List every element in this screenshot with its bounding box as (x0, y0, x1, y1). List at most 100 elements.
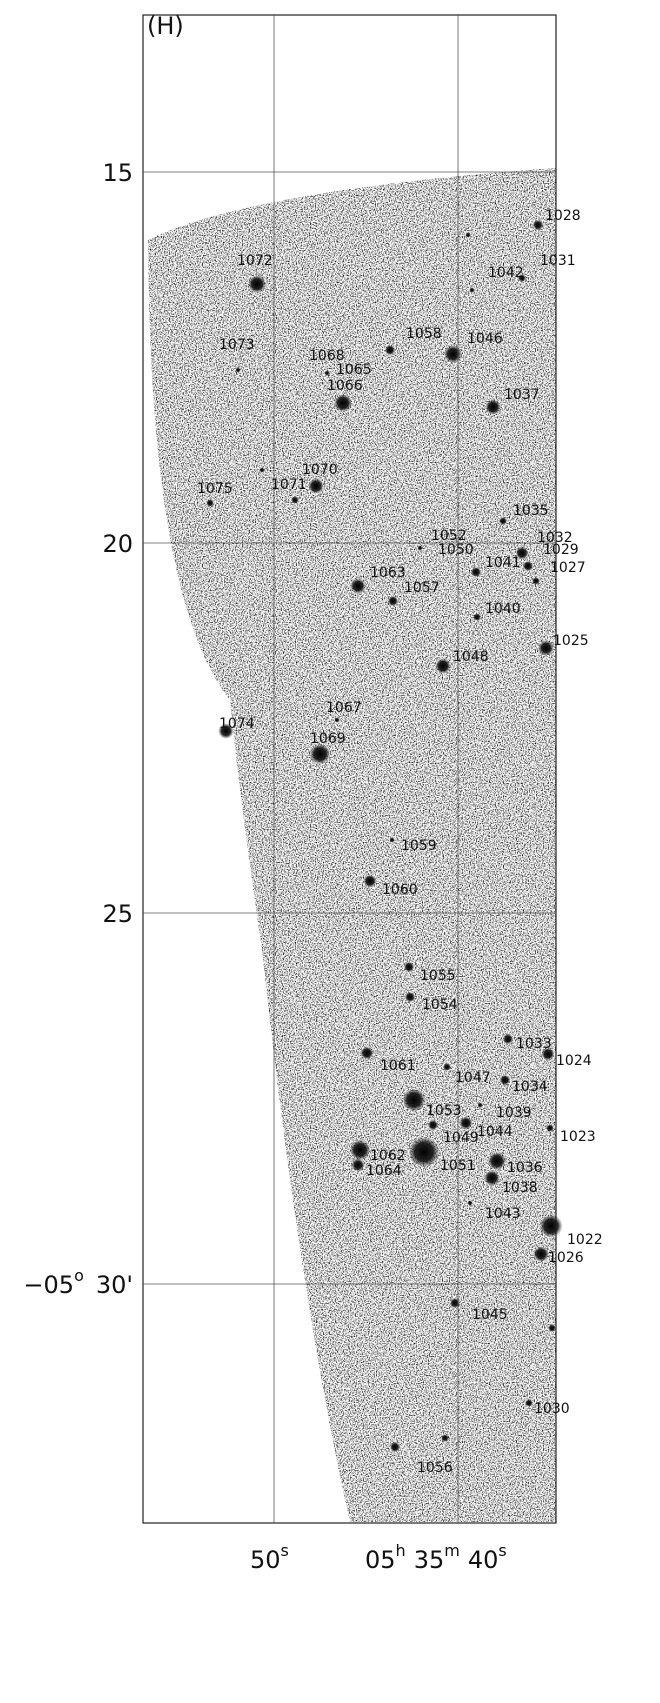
source-blob (349, 1139, 371, 1161)
source-label: 1072 (237, 253, 273, 269)
source-blob (333, 393, 353, 413)
source-blob (384, 344, 396, 356)
y-tick-label: −05o 30' (23, 1266, 133, 1299)
source-blob (435, 658, 451, 674)
source-blob (291, 496, 299, 504)
source-label: 1055 (420, 968, 456, 984)
source-label: 1069 (310, 731, 346, 747)
ra-value: 35 (414, 1546, 445, 1574)
source-blob (324, 370, 330, 376)
source-blob (541, 1047, 555, 1061)
source-label: 1042 (488, 265, 524, 281)
source-blob (218, 723, 234, 739)
source-label: 1071 (271, 477, 307, 493)
source-label: 1040 (485, 601, 521, 617)
source-blob (525, 1399, 533, 1407)
source-blob (533, 1246, 549, 1262)
ra-unit: s (281, 1541, 289, 1560)
source-label: 1058 (406, 326, 442, 342)
y-tick-label: 15 (102, 159, 133, 187)
source-label: 1059 (401, 838, 437, 854)
source-blob (360, 1046, 374, 1060)
source-label: 1063 (370, 565, 406, 581)
source-blob (350, 578, 366, 594)
source-blob (502, 1033, 514, 1045)
source-label: 1044 (477, 1124, 513, 1140)
source-label: 1061 (380, 1058, 416, 1074)
source-blob (522, 560, 534, 572)
source-blob (334, 717, 340, 723)
source-blob (484, 1170, 500, 1186)
source-blob (417, 545, 423, 551)
source-blob (443, 344, 463, 364)
source-blob (206, 499, 214, 507)
source-blob (443, 1063, 451, 1071)
dec-deg: −05 (23, 1271, 74, 1299)
source-blob (408, 1136, 440, 1168)
source-blob (259, 467, 265, 473)
source-label: 1075 (197, 481, 233, 497)
source-blob (363, 874, 377, 888)
source-blob (403, 961, 415, 973)
source-label: 1046 (467, 331, 503, 347)
source-label: 1053 (426, 1103, 462, 1119)
source-blob (499, 1074, 511, 1086)
panel-label: (H) (147, 12, 184, 40)
source-label: 1065 (336, 362, 372, 378)
source-label: 1066 (327, 378, 363, 394)
source-blob (387, 595, 399, 607)
source-label: 1043 (485, 1206, 521, 1222)
source-label: 1052 (431, 528, 467, 544)
y-tick-label: 20 (102, 530, 133, 558)
source-blob (548, 1324, 556, 1332)
source-blob (532, 219, 544, 231)
x-tick-label: 50s (250, 1541, 289, 1574)
source-blob (469, 287, 475, 293)
dec-min: 30' (96, 1271, 133, 1299)
source-blob (449, 1297, 461, 1309)
source-blob (515, 546, 529, 560)
source-label: 1067 (326, 700, 362, 716)
source-label: 1070 (302, 462, 338, 478)
source-label: 1056 (417, 1460, 453, 1476)
source-label: 1054 (422, 997, 458, 1013)
source-blob (235, 367, 241, 373)
source-label: 1041 (485, 555, 521, 571)
source-label: 1051 (440, 1158, 476, 1174)
source-blob (404, 991, 416, 1003)
source-blob (351, 1158, 365, 1172)
source-blob (389, 1441, 401, 1453)
grid (143, 15, 556, 1523)
source-blob (308, 478, 324, 494)
ra-unit: h (396, 1541, 406, 1560)
source-blob (485, 399, 501, 415)
source-label: 1039 (496, 1105, 532, 1121)
source-label: 1031 (540, 253, 576, 269)
source-label: 1060 (382, 882, 418, 898)
source-blob (538, 640, 554, 656)
source-blob (473, 613, 481, 621)
source-label: 1033 (516, 1036, 552, 1052)
source-blob (470, 566, 482, 578)
source-label: 1024 (556, 1053, 592, 1069)
source-blob (309, 743, 331, 765)
source-label: 1023 (560, 1129, 596, 1145)
source-blob (477, 1102, 483, 1108)
y-tick-label: 25 (102, 900, 133, 928)
source-label: 1048 (453, 649, 489, 665)
x-tick-label: 05h 35m 40s (365, 1541, 507, 1574)
source-label: 1047 (455, 1070, 491, 1086)
source-blob (499, 517, 507, 525)
source-blob (532, 577, 540, 585)
source-blob (465, 232, 471, 238)
source-label: 1027 (550, 560, 586, 576)
source-label: 1038 (502, 1180, 538, 1196)
source-label: 1050 (438, 542, 474, 558)
source-label: 1064 (366, 1163, 402, 1179)
source-blob (518, 274, 526, 282)
source-blob (546, 1124, 554, 1132)
ra-value: 50 (250, 1546, 281, 1574)
source-blob (539, 1214, 563, 1238)
source-blob (427, 1119, 439, 1131)
source-label: 1034 (512, 1079, 548, 1095)
